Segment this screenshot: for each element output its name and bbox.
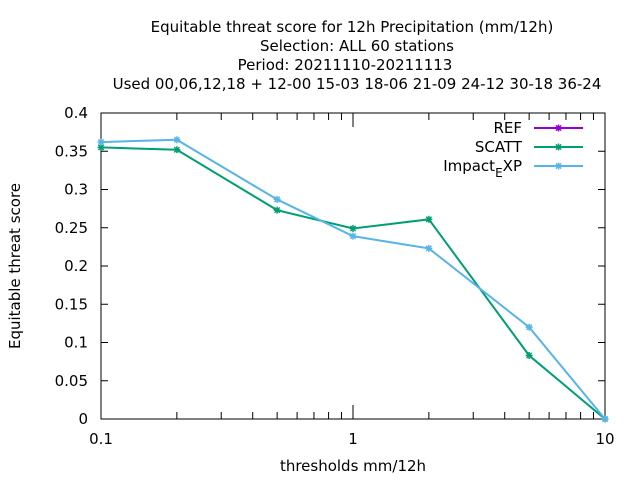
- legend-label: ImpactEXP: [443, 157, 522, 180]
- series-layer: [97, 136, 609, 423]
- x-tick-label: 1: [348, 430, 358, 448]
- legend-marker: [555, 124, 562, 132]
- title-line-3: Period: 20211110-20211113: [238, 56, 453, 74]
- legend-entry: SCATT: [475, 138, 583, 156]
- y-tick-label: 0.05: [55, 372, 88, 390]
- data-point: [425, 215, 433, 223]
- data-point: [273, 206, 281, 214]
- x-tick-label: 0.1: [89, 430, 113, 448]
- x-tick-label: 10: [595, 430, 614, 448]
- legend-label: SCATT: [475, 138, 523, 156]
- data-point: [349, 232, 357, 240]
- legend-marker: [555, 162, 562, 170]
- y-tick-label: 0.1: [64, 334, 88, 352]
- y-tick-label: 0.3: [64, 181, 88, 199]
- data-point: [425, 244, 433, 252]
- title-line-4: Used 00,06,12,18 + 12-00 15-03 18-06 21-…: [113, 75, 602, 93]
- y-tick-label: 0.2: [64, 257, 88, 275]
- data-point: [273, 195, 281, 203]
- data-point: [349, 225, 357, 233]
- data-point: [525, 352, 533, 360]
- chart-title: Equitable threat score for 12h Precipita…: [113, 18, 602, 93]
- title-line-2: Selection: ALL 60 stations: [260, 37, 454, 55]
- y-tick-label: 0.35: [55, 142, 88, 160]
- data-point: [173, 136, 181, 144]
- data-point: [97, 138, 105, 146]
- series-line-1: [100, 146, 606, 420]
- x-axis-label: thresholds mm/12h: [280, 457, 426, 475]
- y-tick-label: 0.25: [55, 219, 88, 237]
- legend-label: REF: [493, 119, 522, 137]
- y-tick-label: 0.15: [55, 295, 88, 313]
- data-point: [525, 323, 533, 331]
- x-axis: 0.1 1 10: [89, 113, 615, 448]
- y-axis-label: Equitable threat score: [6, 183, 24, 349]
- data-point: [173, 146, 181, 154]
- y-tick-label: 0.4: [64, 104, 88, 122]
- series-line-2: [100, 138, 606, 420]
- title-line-1: Equitable threat score for 12h Precipita…: [151, 18, 554, 36]
- legend-marker: [555, 143, 562, 151]
- data-point: [601, 415, 609, 423]
- y-axis: 0 0.05 0.1 0.15 0.2 0.25 0.3 0.35 0.4: [55, 104, 605, 428]
- y-tick-label: 0: [78, 410, 88, 428]
- plot-frame: [100, 112, 606, 420]
- legend-entry: REF: [493, 119, 583, 137]
- legend-entry: ImpactEXP: [443, 157, 583, 180]
